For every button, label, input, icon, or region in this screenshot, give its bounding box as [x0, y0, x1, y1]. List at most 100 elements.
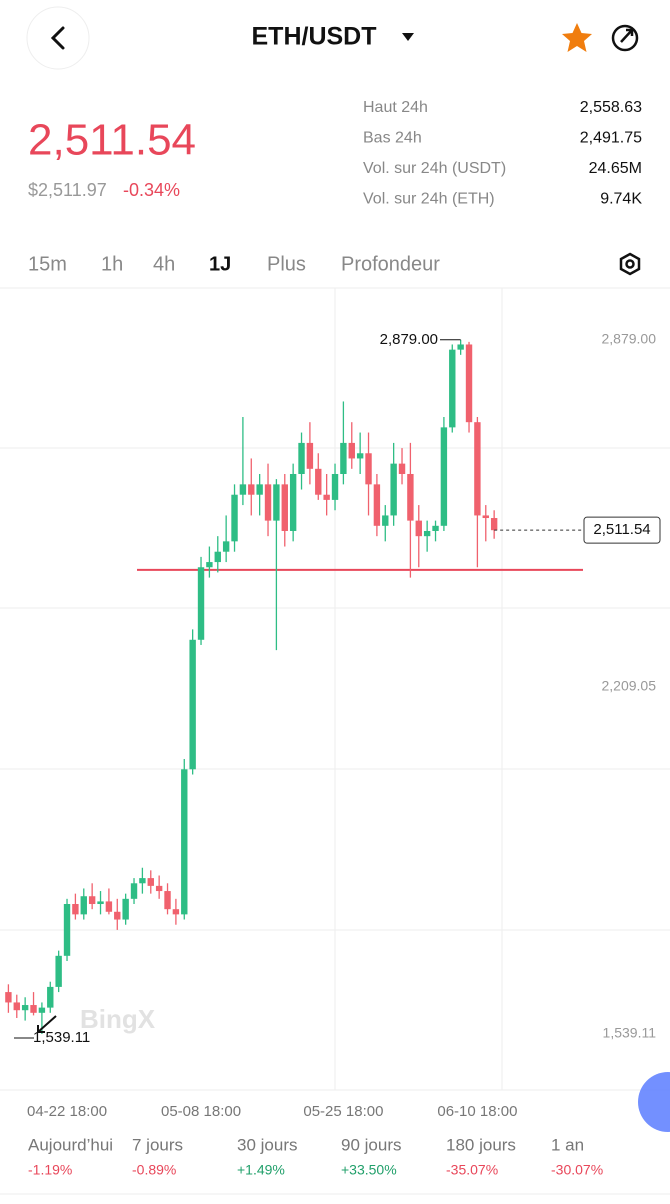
interval-tab[interactable]: 1h — [101, 253, 123, 275]
stat-label: Haut 24h — [363, 99, 428, 116]
max-label: 2,879.00 — [380, 331, 438, 348]
candle-body — [264, 484, 272, 521]
candle-body — [382, 515, 389, 526]
candle-body — [139, 878, 146, 884]
interval-tab[interactable]: 4h — [153, 253, 175, 275]
grid — [0, 288, 670, 1091]
change: -0.34% — [123, 180, 180, 200]
candle-body — [407, 473, 414, 521]
stat-label: Vol. sur 24h (ETH) — [363, 191, 495, 208]
period-change: -1.19% — [28, 1162, 72, 1178]
candle-body — [365, 453, 372, 485]
candle-body — [122, 898, 129, 920]
candle-body — [181, 769, 188, 915]
candle-body — [306, 442, 314, 469]
candle-body — [189, 639, 196, 770]
period-change: +1.49% — [237, 1162, 285, 1178]
candle-body — [197, 567, 205, 640]
favorite-star[interactable] — [562, 23, 592, 52]
period-label[interactable]: Aujourd’hui — [28, 1135, 113, 1154]
period-change: -35.07% — [446, 1162, 498, 1178]
candle-body — [373, 484, 381, 526]
candle-body — [88, 896, 96, 905]
candle-body — [256, 484, 263, 495]
candle-body — [398, 463, 406, 474]
candle-body — [298, 442, 305, 474]
y-tick-label: 2,209.05 — [602, 678, 657, 694]
settings-icon[interactable] — [619, 252, 641, 276]
candle-body — [415, 520, 422, 537]
watermark: BingX — [80, 1004, 156, 1034]
candle-body — [390, 463, 397, 516]
back-button[interactable] — [26, 6, 90, 70]
candle-body — [440, 427, 448, 526]
candle-body — [315, 468, 322, 495]
stat-value: 2,558.63 — [580, 99, 642, 116]
last-price: 2,511.54 — [28, 116, 196, 165]
back-icon — [50, 26, 65, 50]
share-arrow — [620, 28, 634, 43]
share-icon[interactable] — [611, 24, 639, 52]
candle-body — [155, 885, 163, 892]
stat-label: Vol. sur 24h (USDT) — [363, 160, 506, 177]
x-tick-label: 05-25 18:00 — [303, 1103, 383, 1120]
candle-body — [248, 484, 255, 495]
x-tick-label: 04-22 18:00 — [27, 1103, 107, 1120]
candle-body — [130, 883, 138, 899]
x-tick-label: 06-10 18:00 — [437, 1103, 517, 1120]
interval-tab[interactable]: Plus — [267, 253, 306, 275]
y-tick-label: 1,539.11 — [603, 1025, 657, 1041]
candle-body — [482, 515, 489, 519]
candle-body — [423, 530, 431, 537]
candle-body — [231, 494, 238, 542]
candle-body — [72, 904, 79, 915]
usd-price: $2,511.97 — [28, 180, 107, 200]
candle-body — [474, 422, 481, 516]
candle-body — [147, 878, 154, 886]
candle-body — [490, 518, 498, 531]
period-label[interactable]: 180 jours — [446, 1135, 516, 1154]
interval-tab[interactable]: 1J — [209, 253, 231, 275]
period-label[interactable]: 7 jours — [132, 1135, 183, 1154]
min-arrow — [37, 1015, 57, 1033]
candle-body — [164, 891, 171, 910]
candle-body — [30, 1005, 37, 1013]
candle-body — [273, 484, 280, 521]
stat-value: 9.74K — [600, 191, 642, 208]
candle-body — [114, 911, 121, 920]
stat-label: Bas 24h — [363, 130, 422, 147]
candle-body — [289, 473, 297, 531]
candle-body — [55, 955, 62, 987]
candle-body — [63, 904, 71, 956]
candle-body — [38, 1007, 46, 1013]
min-label: 1,539.11 — [33, 1029, 90, 1046]
candle-body — [281, 484, 288, 531]
period-label[interactable]: 30 jours — [237, 1135, 297, 1154]
period-change: -30.07% — [551, 1162, 603, 1178]
dropdown-caret[interactable] — [402, 33, 414, 41]
candle-body — [13, 1002, 20, 1011]
candle-body — [222, 541, 230, 552]
stat-value: 24.65M — [589, 160, 642, 177]
candle-body — [449, 349, 456, 428]
period-label[interactable]: 1 an — [551, 1135, 584, 1154]
period-label[interactable]: 90 jours — [341, 1135, 401, 1154]
candle-body — [465, 344, 473, 423]
last-price-box — [583, 516, 661, 544]
floating-assistant[interactable] — [638, 1072, 670, 1132]
interval-tab[interactable]: Profondeur — [341, 253, 440, 275]
candle-body — [348, 442, 355, 459]
candle-body — [356, 453, 364, 459]
interval-tab[interactable]: 15m — [28, 253, 67, 275]
pair-title[interactable]: ETH/USDT — [252, 23, 377, 51]
period-change: -0.89% — [132, 1162, 176, 1178]
candle-body — [457, 344, 464, 350]
last-price-label: 2,511.54 — [593, 521, 650, 538]
x-tick-label: 05-08 18:00 — [161, 1103, 241, 1120]
candle-body — [239, 484, 247, 495]
candle-body — [47, 986, 54, 1008]
stat-value: 2,491.75 — [580, 130, 642, 147]
candle-body — [340, 442, 347, 474]
